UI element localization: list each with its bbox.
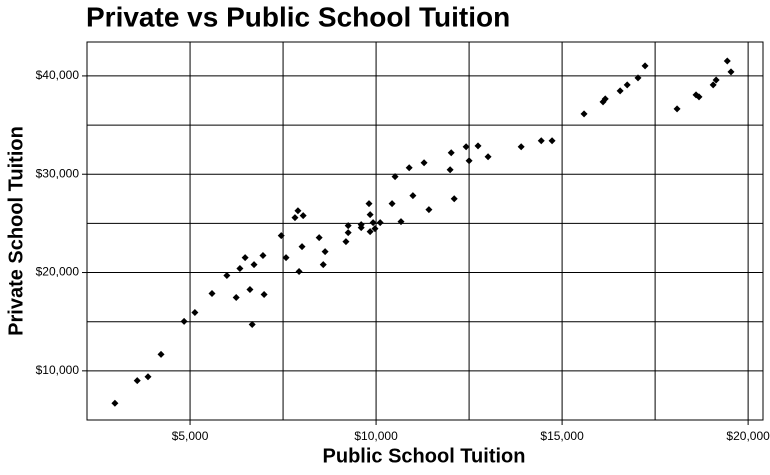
point <box>537 137 545 145</box>
x-axis-label: Public School Tuition <box>323 445 526 467</box>
point <box>282 254 290 262</box>
x-tick-label: $20,000 <box>726 429 770 443</box>
point <box>601 95 609 103</box>
point <box>388 200 396 208</box>
point <box>634 74 642 82</box>
point <box>695 93 703 101</box>
point <box>474 142 482 150</box>
point <box>712 76 720 84</box>
point <box>315 234 323 242</box>
point <box>462 143 470 151</box>
point <box>298 243 306 251</box>
point <box>260 290 268 298</box>
point <box>236 265 244 273</box>
point <box>157 350 165 358</box>
point <box>241 254 249 262</box>
point <box>548 137 556 145</box>
y-axis-label: Private School Tuition <box>5 126 27 336</box>
point <box>246 286 254 294</box>
point <box>484 153 492 161</box>
point <box>365 200 373 208</box>
point <box>409 192 417 200</box>
y-tick-label: $30,000 <box>36 166 80 180</box>
point <box>366 228 374 236</box>
x-tick-label: $5,000 <box>172 429 209 443</box>
point <box>319 261 327 269</box>
y-tick-label: $20,000 <box>36 265 80 279</box>
chart-title: Private vs Public School Tuition <box>86 1 510 32</box>
point <box>291 214 299 222</box>
point <box>299 212 307 220</box>
point <box>295 268 303 276</box>
point <box>425 206 433 214</box>
point <box>321 248 329 256</box>
point <box>450 195 458 203</box>
point <box>259 252 267 260</box>
point <box>250 261 258 269</box>
point <box>357 221 365 229</box>
point <box>580 110 588 118</box>
point <box>517 143 525 151</box>
point <box>208 289 216 297</box>
point <box>623 81 631 89</box>
point <box>248 320 256 328</box>
point <box>723 57 731 65</box>
point <box>344 229 352 237</box>
x-tick-label: $10,000 <box>354 429 398 443</box>
point <box>673 105 681 113</box>
point <box>344 222 352 230</box>
point <box>405 164 413 172</box>
point <box>391 173 399 181</box>
point <box>191 308 199 316</box>
point <box>342 238 350 246</box>
point <box>223 271 231 279</box>
point <box>232 294 240 302</box>
point <box>111 399 119 407</box>
y-tick-label: $10,000 <box>36 363 80 377</box>
point <box>446 166 454 174</box>
point <box>709 81 717 89</box>
y-tick-label: $40,000 <box>36 68 80 82</box>
point <box>465 157 473 165</box>
point <box>376 219 384 227</box>
point <box>180 317 188 325</box>
point <box>294 207 302 215</box>
point <box>447 149 455 157</box>
point <box>420 159 428 167</box>
point <box>641 62 649 70</box>
point <box>144 373 152 381</box>
plot-border <box>86 41 764 421</box>
point <box>397 218 405 226</box>
point <box>277 232 285 240</box>
x-tick-label: $15,000 <box>540 429 584 443</box>
point <box>366 211 374 219</box>
point <box>371 225 379 233</box>
point <box>616 87 624 95</box>
point <box>727 68 735 76</box>
point <box>133 377 141 385</box>
point <box>369 219 377 227</box>
